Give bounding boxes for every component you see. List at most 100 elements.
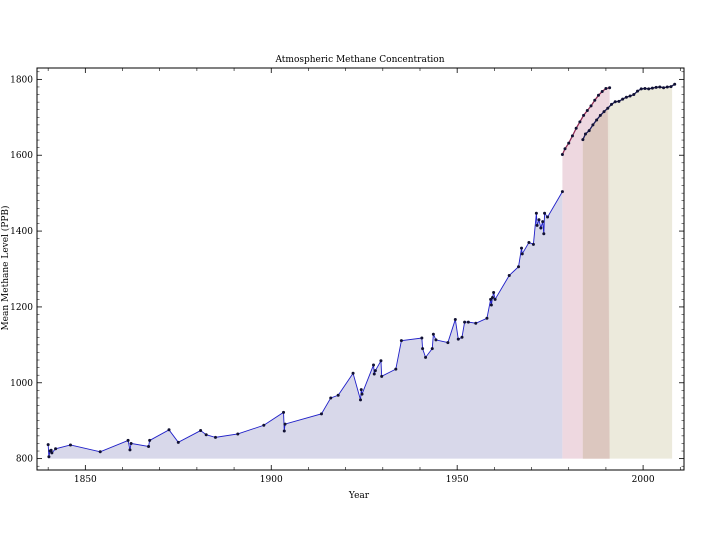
data-point-s1-32 <box>372 372 376 376</box>
y-axis-title: Mean Methane Level (PPB) <box>0 205 11 330</box>
data-point-s1-67 <box>541 220 545 224</box>
data-point-s1-5 <box>50 451 54 455</box>
x-tick-label-2000: 2000 <box>632 475 655 485</box>
data-point-s1-36 <box>394 367 398 371</box>
data-point-s3-26 <box>673 82 677 86</box>
data-point-s1-40 <box>424 355 428 359</box>
y-tick-label-1600: 1600 <box>10 151 33 161</box>
y-tick-label-1400: 1400 <box>10 227 33 237</box>
data-point-s1-60 <box>520 252 524 256</box>
data-point-s1-23 <box>283 422 287 426</box>
data-point-s3-21 <box>654 85 658 89</box>
data-point-s1-1 <box>46 443 50 447</box>
data-point-s3-14 <box>628 94 632 98</box>
data-point-s3-15 <box>632 93 636 97</box>
data-point-s3-25 <box>669 85 673 89</box>
data-point-s3-10 <box>613 100 617 104</box>
data-point-s1-34 <box>379 359 383 363</box>
data-point-s2-9 <box>589 104 593 108</box>
data-point-s1-48 <box>463 320 467 324</box>
data-point-s1-70 <box>546 215 550 219</box>
data-point-s1-22 <box>282 429 286 433</box>
y-tick-label-1000: 1000 <box>10 379 33 389</box>
data-point-s1-69 <box>543 211 547 215</box>
data-point-s2-7 <box>582 113 586 117</box>
x-tick-label-1900: 1900 <box>260 475 283 485</box>
data-point-s2-4 <box>570 134 574 138</box>
data-point-s1-15 <box>176 440 180 444</box>
y-tick-label-800: 800 <box>16 455 33 465</box>
x-tick-label-1950: 1950 <box>446 475 469 485</box>
data-point-s1-27 <box>351 371 355 375</box>
data-point-s1-33 <box>373 369 377 373</box>
data-point-s1-42 <box>431 332 435 336</box>
data-point-s2-2 <box>563 147 567 151</box>
data-point-s1-59 <box>520 246 524 250</box>
data-point-s1-61 <box>527 240 531 244</box>
data-point-s1-52 <box>489 297 493 301</box>
area-fills <box>48 84 675 459</box>
data-point-s1-9 <box>126 438 130 442</box>
data-point-s1-39 <box>421 347 425 351</box>
data-point-s1-65 <box>537 218 541 222</box>
data-point-s1-49 <box>466 320 470 324</box>
data-point-s3-19 <box>647 87 651 91</box>
data-point-s2-8 <box>585 108 589 112</box>
area-fill-overlap <box>582 108 610 459</box>
data-point-s1-50 <box>474 321 478 325</box>
data-point-s1-20 <box>262 423 266 427</box>
x-tick-label-1850: 1850 <box>74 475 97 485</box>
data-point-s1-38 <box>420 336 424 340</box>
data-point-s1-2 <box>47 455 51 459</box>
data-point-s2-5 <box>574 126 578 130</box>
data-point-s2-1 <box>560 152 564 156</box>
data-point-s2-11 <box>596 93 600 97</box>
data-point-s1-7 <box>68 443 72 447</box>
data-point-s1-24 <box>319 412 323 416</box>
data-point-s3-9 <box>609 102 613 106</box>
chart-title: Atmospheric Methane Concentration <box>274 55 444 65</box>
area-fill-series-1 <box>48 191 563 459</box>
data-point-s1-71 <box>560 190 564 194</box>
data-point-s1-11 <box>129 441 133 445</box>
data-point-s1-4 <box>49 448 53 452</box>
data-point-s1-55 <box>492 291 496 295</box>
data-point-s1-29 <box>359 388 363 392</box>
data-point-s1-58 <box>517 265 521 269</box>
data-point-s3-20 <box>650 86 654 90</box>
data-point-s1-41 <box>430 347 434 351</box>
data-point-s1-43 <box>434 338 438 342</box>
data-point-s1-54 <box>491 295 494 299</box>
y-tick-label-1800: 1800 <box>10 75 33 85</box>
data-point-s1-35 <box>380 374 384 378</box>
data-point-s3-6 <box>598 113 602 117</box>
data-point-s1-66 <box>539 226 543 230</box>
data-point-s1-21 <box>282 410 286 414</box>
data-point-s1-28 <box>359 398 362 402</box>
data-point-s3-12 <box>621 97 625 101</box>
data-point-s1-12 <box>147 444 151 448</box>
data-point-s3-3 <box>587 129 591 133</box>
series-points <box>46 82 677 459</box>
data-point-s1-64 <box>535 223 539 227</box>
data-point-s2-12 <box>600 90 604 94</box>
data-point-s2-3 <box>567 141 571 145</box>
axis-ticks: 1850 1900 1950 2000 800 1000 1200 1400 1600 1800 <box>10 68 684 485</box>
data-point-s1-31 <box>372 363 376 367</box>
data-point-s3-18 <box>643 86 647 90</box>
data-point-s1-37 <box>399 339 403 343</box>
data-point-s2-6 <box>578 120 582 124</box>
data-point-s1-57 <box>507 273 511 277</box>
data-point-s1-47 <box>460 335 464 339</box>
data-point-s3-22 <box>658 85 662 89</box>
data-point-s2-14 <box>608 86 612 90</box>
data-point-s3-8 <box>606 106 610 110</box>
data-point-s3-7 <box>602 110 606 114</box>
x-axis-title: Year <box>348 491 370 501</box>
data-point-s3-2 <box>583 132 587 136</box>
data-point-s1-8 <box>98 450 102 454</box>
data-point-s3-4 <box>591 123 595 127</box>
data-point-s1-25 <box>329 396 333 400</box>
data-point-s3-16 <box>636 89 640 93</box>
data-point-s1-17 <box>204 433 208 437</box>
